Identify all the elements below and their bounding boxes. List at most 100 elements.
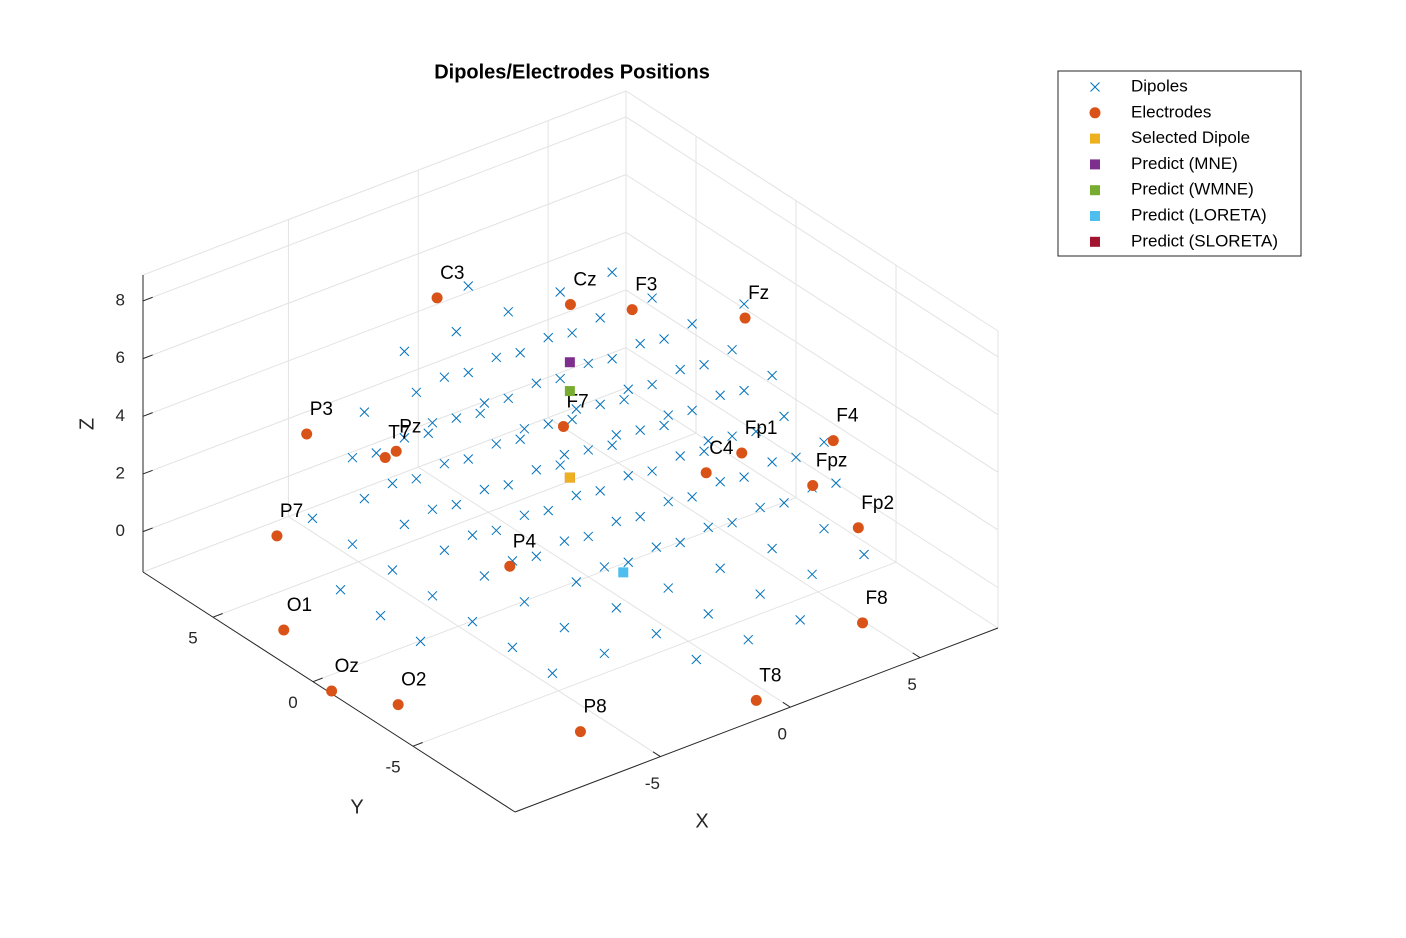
electrode-label: T7 [388, 423, 410, 444]
electrode-label: P7 [280, 501, 303, 522]
dipole-marker [559, 449, 570, 460]
dipole-marker [571, 490, 582, 501]
dipole-marker [463, 367, 474, 378]
electrode-label: Fp1 [745, 418, 778, 439]
dipole-marker [307, 513, 318, 524]
dipole-marker [703, 609, 714, 619]
dipole-marker [727, 517, 737, 528]
dipole-marker [503, 393, 514, 404]
dipole-marker [739, 472, 749, 482]
dipole-marker [555, 460, 566, 470]
dipole-marker [1090, 82, 1100, 92]
dipole-marker [699, 359, 709, 370]
electrode-marker [390, 445, 402, 457]
dipole-marker [439, 545, 450, 556]
dipole-marker [543, 332, 554, 343]
dipole-marker [555, 287, 566, 297]
electrode-label: F3 [635, 275, 657, 296]
z-tick-label: 6 [116, 348, 125, 367]
dipole-marker [463, 454, 474, 464]
x-axis [514, 627, 999, 813]
dipole-marker [359, 493, 370, 504]
dipole-marker [755, 502, 766, 513]
z-tick-label: 0 [116, 521, 125, 540]
x-axis-label: X [695, 810, 708, 832]
dipole-marker [675, 364, 686, 375]
dipole-marker [635, 425, 646, 436]
dipole-marker [427, 417, 438, 428]
dipole-marker [659, 420, 669, 431]
dipole-marker [599, 562, 610, 572]
dipole-marker [515, 347, 526, 358]
dipole-marker [439, 372, 450, 383]
dipole-marker [515, 434, 526, 445]
dipole-marker [555, 373, 566, 384]
dipole-marker [819, 437, 829, 448]
x-tick-label: -5 [645, 774, 660, 793]
dipole-marker [411, 387, 422, 398]
dipole-marker [503, 306, 514, 317]
legend-label: Dipoles [1131, 76, 1188, 95]
dipole-marker [703, 436, 714, 446]
electrode-label: P3 [310, 399, 333, 420]
dipole-marker [347, 452, 358, 463]
dipole-marker [623, 470, 634, 481]
dipole-marker [699, 446, 709, 457]
legend-label: Electrodes [1131, 102, 1211, 121]
dipole-marker [751, 426, 761, 437]
dipole-marker [687, 492, 697, 502]
electrode-label: F4 [836, 406, 859, 427]
dipole-marker [727, 431, 737, 442]
y-tick [312, 677, 323, 683]
dipole-marker [715, 476, 726, 487]
dipole-marker [427, 504, 438, 515]
dipole-marker [807, 569, 817, 580]
dipole-marker [479, 484, 490, 495]
y-tick-label: -5 [385, 758, 400, 777]
z-tick-label: 8 [116, 290, 125, 309]
dipole-marker [467, 530, 478, 540]
electrode-marker [739, 312, 751, 324]
legend-label: Predict (WMNE) [1131, 180, 1254, 199]
dipole-marker [795, 615, 806, 625]
dipole-marker [571, 577, 582, 587]
dipole-marker [543, 419, 554, 429]
z-tick-label: 4 [116, 406, 125, 425]
dipole-marker [767, 457, 777, 467]
chart-title: Dipoles/Electrodes Positions [434, 61, 710, 83]
square-marker [1090, 211, 1100, 221]
dipole-marker [467, 616, 478, 627]
electrode-marker [626, 304, 638, 316]
electrode-marker [271, 530, 283, 542]
dipole-marker [359, 407, 370, 417]
dipole-marker [583, 358, 594, 369]
dipole-marker [647, 466, 657, 476]
dipole-marker [739, 299, 749, 309]
dipole-marker [543, 505, 554, 516]
grid-line [288, 516, 661, 758]
box-edge [625, 387, 999, 629]
y-tick [212, 613, 223, 618]
grid-line [417, 466, 791, 708]
dipole-marker [451, 326, 462, 337]
electrode-label: P8 [583, 697, 606, 718]
electrode-marker [379, 452, 391, 464]
dipole-marker [415, 636, 426, 647]
legend-label: Predict (SLORETA) [1131, 231, 1278, 250]
dipole-marker [635, 511, 646, 522]
dipole-marker [607, 353, 617, 364]
square-marker [1090, 185, 1100, 196]
grid-line [142, 231, 627, 417]
electrode-marker [557, 420, 569, 432]
x-tick-label: 0 [778, 725, 787, 744]
dipole-marker [531, 551, 542, 562]
electrode-marker [852, 522, 864, 534]
dipole-marker [767, 370, 777, 381]
electrode-label: C4 [709, 438, 734, 459]
dipole-marker [567, 328, 577, 338]
grid-line [547, 417, 921, 659]
electrode-label: C3 [440, 263, 464, 284]
electrode-marker [431, 292, 443, 304]
electrode-label: P4 [513, 531, 537, 552]
